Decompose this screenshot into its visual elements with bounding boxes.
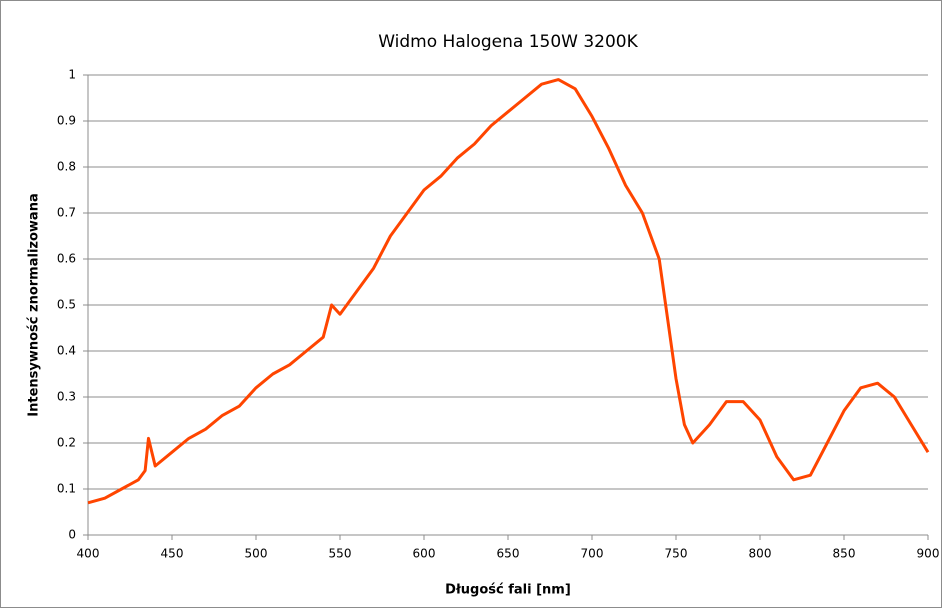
x-tick-label: 750 bbox=[665, 547, 688, 561]
y-tick-label: 1 bbox=[68, 68, 76, 82]
y-axis-label: Intensywność znormalizowana bbox=[27, 193, 42, 416]
x-tick-label: 600 bbox=[413, 547, 436, 561]
y-tick-label: 0.3 bbox=[57, 390, 76, 404]
x-tick-label: 550 bbox=[329, 547, 352, 561]
y-tick-label: 0.8 bbox=[57, 160, 76, 174]
x-tick-label: 450 bbox=[161, 547, 184, 561]
y-tick-label: 0 bbox=[68, 528, 76, 542]
y-tick-label: 0.1 bbox=[57, 482, 76, 496]
x-axis-label: Długość fali [nm] bbox=[445, 583, 571, 598]
y-tick-label: 0.6 bbox=[57, 252, 76, 266]
x-tick-label: 850 bbox=[833, 547, 856, 561]
chart-title: Widmo Halogena 150W 3200K bbox=[378, 32, 638, 52]
spectrum-line bbox=[87, 78, 930, 505]
x-tick-label: 900 bbox=[917, 547, 940, 561]
y-tick-label: 0.9 bbox=[57, 114, 76, 128]
y-tick-label: 0.5 bbox=[57, 298, 76, 312]
y-tick-label: 0.4 bbox=[57, 344, 76, 358]
y-tick-label: 0.2 bbox=[57, 436, 76, 450]
x-tick-label: 800 bbox=[749, 547, 772, 561]
x-tick-label: 500 bbox=[245, 547, 268, 561]
x-tick-label: 700 bbox=[581, 547, 604, 561]
x-tick-label: 650 bbox=[497, 547, 520, 561]
x-tick-label: 400 bbox=[77, 547, 100, 561]
y-tick-label: 0.7 bbox=[57, 206, 76, 220]
